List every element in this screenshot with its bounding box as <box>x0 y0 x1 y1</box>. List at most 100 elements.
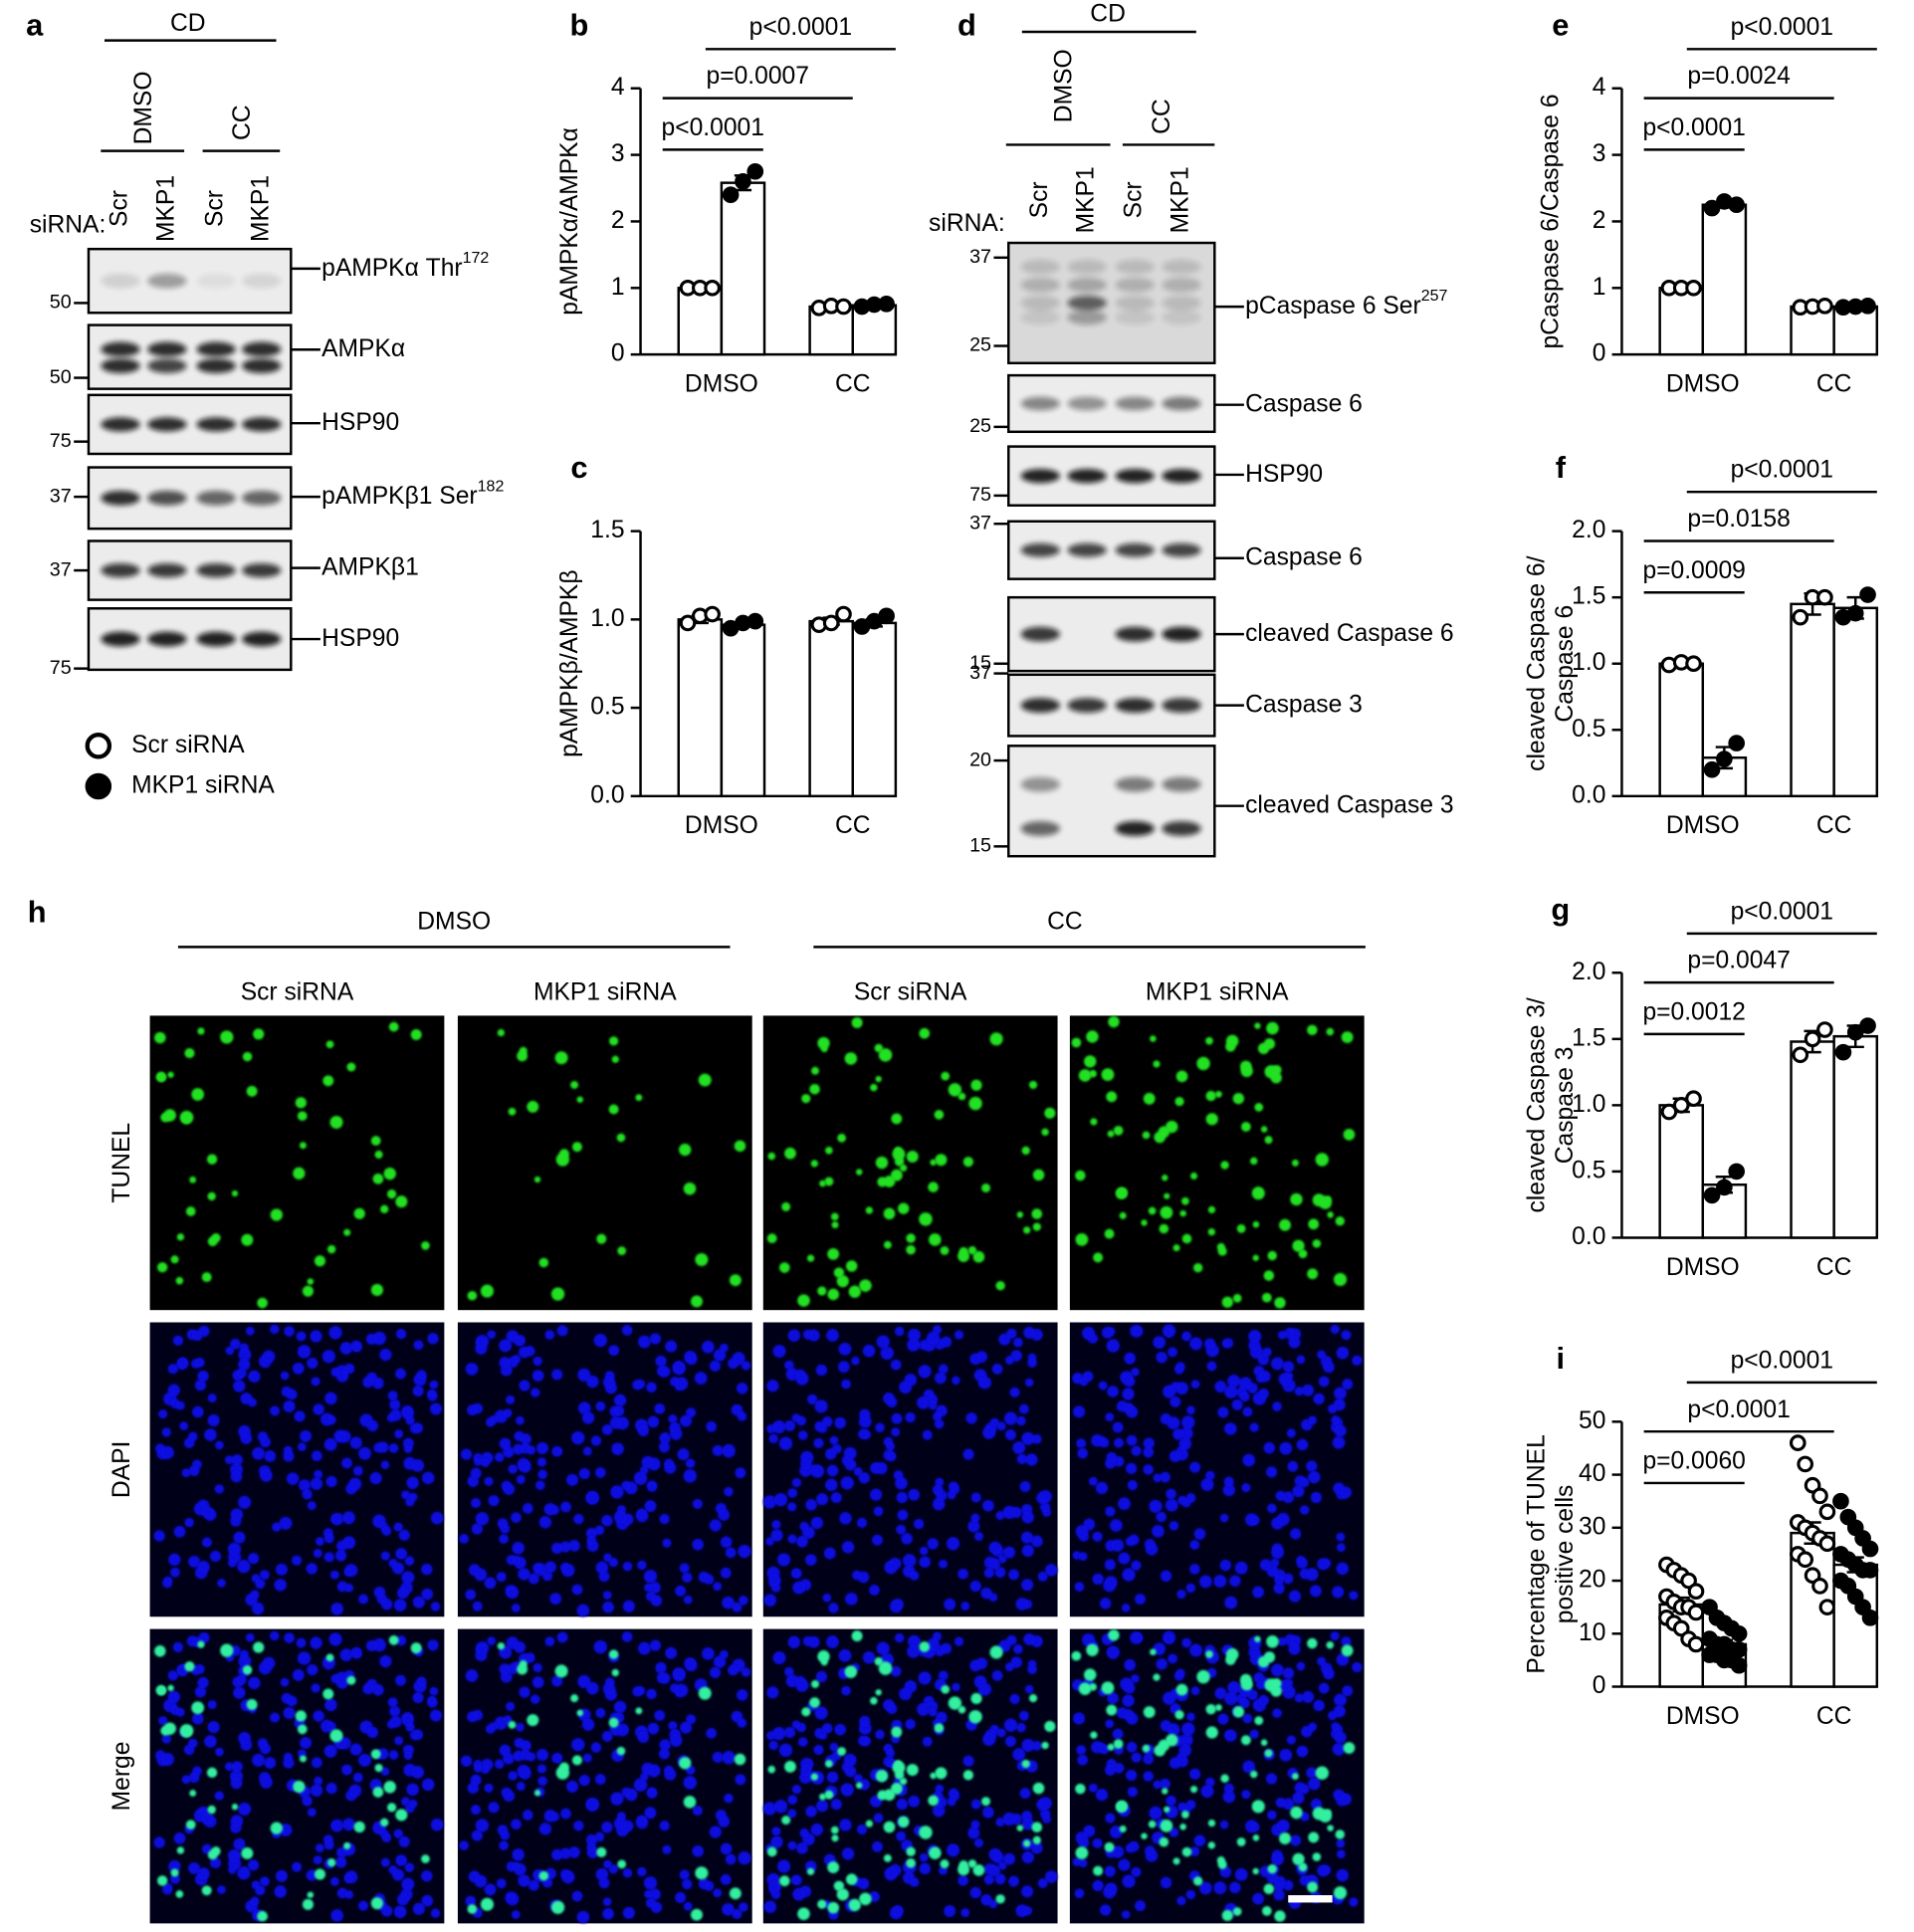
tunel-signal <box>891 1113 903 1125</box>
y-tick-label: 0.0 <box>1572 1223 1605 1250</box>
nucleus <box>494 1759 505 1770</box>
nucleus <box>647 1415 660 1428</box>
p-value: p<0.0001 <box>1687 1396 1790 1423</box>
blot-band <box>1115 626 1155 642</box>
x-tick-label: CC <box>1816 812 1852 839</box>
tunel-signal <box>1307 1881 1319 1893</box>
bar <box>1701 203 1748 356</box>
tunel-signal <box>1254 1103 1264 1112</box>
nucleus <box>324 1698 337 1712</box>
nucleus <box>1248 1330 1262 1344</box>
nucleus <box>891 1427 901 1437</box>
nucleus <box>768 1880 780 1893</box>
tunel-signal <box>157 1686 166 1695</box>
nucleus <box>238 1348 252 1362</box>
nucleus <box>522 1810 533 1821</box>
nucleus <box>1342 1379 1354 1391</box>
nucleus <box>841 1847 855 1860</box>
nucleus <box>1135 1594 1147 1606</box>
nucleus <box>412 1422 424 1433</box>
nucleus <box>341 1764 352 1776</box>
nucleus <box>366 1726 379 1739</box>
tunel-signal <box>538 1257 549 1268</box>
nucleus <box>1265 1773 1278 1785</box>
nucleus <box>806 1394 818 1405</box>
y-tick-label: 1.0 <box>1572 1091 1605 1118</box>
nucleus <box>919 1546 929 1556</box>
nucleus <box>655 1355 667 1368</box>
nucleus <box>658 1748 670 1760</box>
nucleus <box>1290 1834 1302 1846</box>
nucleus <box>1227 1374 1241 1389</box>
nucleus <box>1214 1381 1227 1394</box>
tunel-signal <box>894 1770 905 1780</box>
nucleus <box>230 1777 243 1790</box>
nucleus <box>1223 1476 1234 1487</box>
data-point <box>1804 1030 1821 1048</box>
nucleus <box>344 1583 354 1593</box>
nucleus <box>323 1744 337 1758</box>
bar <box>720 181 766 356</box>
band-label-text: HSP90 <box>321 625 399 652</box>
band-label: Caspase 3 <box>1245 691 1363 718</box>
tunel-signal <box>379 1818 389 1827</box>
tunel-signal <box>1153 1673 1161 1681</box>
nucleus <box>894 1632 905 1643</box>
nucleus <box>1308 1415 1318 1425</box>
nucleus <box>1037 1571 1048 1582</box>
nucleus <box>622 1561 633 1572</box>
nucleus <box>680 1414 693 1427</box>
tunel-signal <box>898 1202 910 1214</box>
nucleus <box>719 1343 729 1353</box>
blot-band <box>1115 469 1155 484</box>
nucleus <box>980 1587 992 1600</box>
bar <box>1658 662 1705 798</box>
tunel-signal <box>257 1910 268 1922</box>
blot-band <box>147 631 187 647</box>
nucleus <box>269 1712 281 1723</box>
nucleus <box>411 1458 425 1472</box>
data-point <box>1816 298 1833 315</box>
nucleus <box>169 1567 180 1578</box>
nucleus <box>778 1436 793 1451</box>
nucleus <box>783 1360 794 1371</box>
nucleus <box>1274 1575 1285 1586</box>
nucleus <box>800 1765 812 1777</box>
nucleus <box>725 1853 737 1865</box>
nucleus <box>362 1376 374 1389</box>
blot-band <box>242 417 282 432</box>
tunel-signal <box>175 1276 184 1285</box>
nucleus <box>573 1513 584 1525</box>
blot-band <box>242 631 282 647</box>
nucleus <box>1181 1331 1192 1342</box>
tunel-signal <box>729 1274 742 1287</box>
nucleus <box>421 1471 435 1485</box>
nucleus <box>520 1433 532 1445</box>
nucleus <box>260 1469 273 1482</box>
nucleus <box>255 1885 266 1896</box>
nucleus <box>637 1731 650 1744</box>
tunel-signal <box>781 1201 791 1211</box>
tunel-signal <box>383 1781 396 1794</box>
data-point <box>1703 199 1721 217</box>
y-tick-label: 1.0 <box>1572 649 1605 676</box>
nucleus <box>1074 1888 1085 1899</box>
nucleus <box>1275 1797 1286 1809</box>
nucleus <box>602 1376 616 1389</box>
bar <box>1790 602 1835 798</box>
tunel-signal <box>833 1880 845 1891</box>
tunel-signal <box>1150 1035 1157 1042</box>
nucleus <box>637 1335 651 1349</box>
tunel-signal <box>207 1849 218 1860</box>
nucleus <box>1273 1583 1285 1595</box>
nucleus <box>573 1821 584 1831</box>
nucleus <box>1206 1361 1217 1372</box>
nucleus <box>188 1555 201 1568</box>
nucleus <box>858 1735 869 1747</box>
nucleus <box>1340 1793 1353 1806</box>
nucleus <box>826 1771 839 1784</box>
nucleus <box>773 1800 788 1814</box>
nucleus <box>1169 1757 1181 1770</box>
tunel-signal <box>410 1642 422 1654</box>
nucleus <box>392 1562 405 1575</box>
